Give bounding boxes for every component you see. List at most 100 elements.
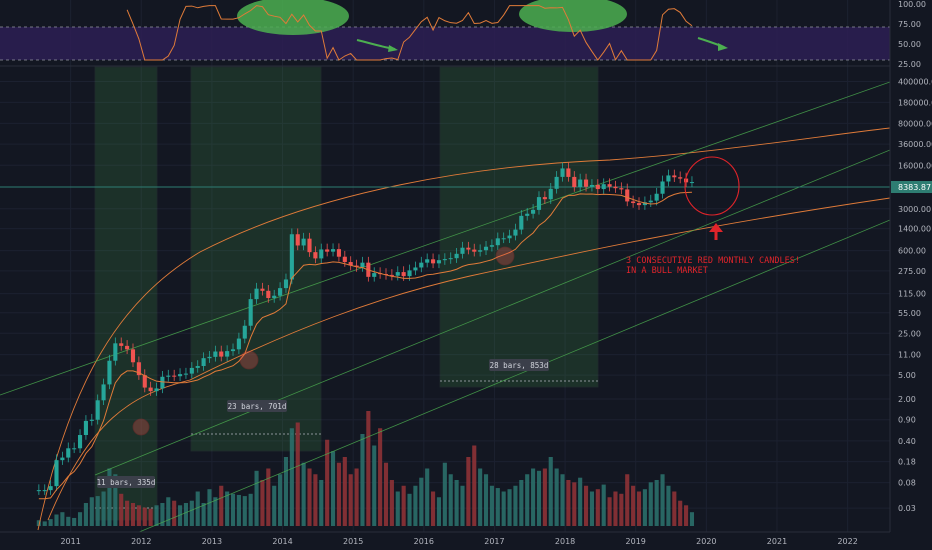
- candle-body: [301, 238, 306, 246]
- price-axis-label: 80000.00: [898, 119, 932, 128]
- price-axis-label: 180000.00: [898, 98, 932, 107]
- volume-bar: [660, 474, 665, 526]
- candle-body: [248, 299, 253, 326]
- time-axis-bg: [0, 532, 932, 550]
- volume-bar: [183, 503, 189, 526]
- price-axis-label: 0.03: [898, 504, 916, 513]
- volume-bar: [419, 477, 424, 526]
- candle-body: [72, 448, 77, 450]
- candle-body: [613, 186, 618, 189]
- trendline-lower: [119, 219, 891, 541]
- candle-body: [207, 356, 212, 359]
- candle-body: [336, 249, 341, 257]
- volume-bar: [95, 496, 100, 526]
- candle-body: [407, 270, 412, 277]
- candle-body: [130, 349, 136, 363]
- candle-body: [489, 245, 494, 247]
- price-axis-label: 115.00: [898, 290, 926, 299]
- volume-bar: [489, 485, 494, 526]
- volume-bar: [478, 468, 483, 526]
- volume-bar: [213, 497, 218, 526]
- bars-range-labels: 11 bars, 335d 23 bars, 701d 28 bars, 853…: [97, 359, 549, 488]
- candle-body: [436, 260, 442, 264]
- candle-body: [625, 189, 630, 202]
- candle-body: [42, 490, 47, 492]
- growth-curve-upper: [37, 127, 891, 531]
- volume-bar: [60, 512, 65, 526]
- volume-bar: [207, 489, 212, 526]
- volume-bar: [483, 474, 489, 526]
- volume-bar: [83, 503, 88, 526]
- volume-bar: [501, 491, 506, 526]
- bars-label-third: 28 bars, 853d: [490, 361, 549, 370]
- candle-body: [566, 168, 571, 177]
- volume-bar: [54, 514, 59, 526]
- time-axis-label: 2015: [343, 537, 363, 546]
- candle-body: [460, 247, 465, 254]
- volume-bar: [160, 503, 165, 526]
- time-axis-label: 2018: [555, 537, 575, 546]
- candle-body: [83, 420, 88, 436]
- rsi-highlight-left: [237, 0, 349, 35]
- volume-bar: [431, 491, 436, 526]
- volume-bar: [684, 505, 689, 526]
- zone-2013: [190, 66, 322, 452]
- annotation-line-2: IN A BULL MARKET: [626, 266, 708, 276]
- candle-body: [266, 290, 271, 299]
- volume-bar: [66, 516, 71, 526]
- time-axis-label: 2020: [696, 537, 716, 546]
- candle-body: [513, 229, 518, 236]
- bars-label-second: 23 bars, 701d: [228, 402, 287, 411]
- volume-bar: [636, 491, 642, 526]
- candle-body: [548, 188, 553, 200]
- volume-bar: [436, 497, 442, 526]
- price-axis[interactable]: 100.00 75.00 50.00 25.00 400000.00 180000.00…: [889, 0, 932, 532]
- volume-bar: [272, 485, 277, 526]
- candle-body: [136, 362, 141, 376]
- candle-body: [654, 193, 659, 201]
- volume-bar: [289, 428, 294, 526]
- candle-body: [313, 252, 318, 259]
- price-axis-label: 0.40: [898, 437, 916, 446]
- time-axis[interactable]: 2011 2012 2013 2014 2015 2016 2017 2018 2019 2020…: [0, 531, 932, 550]
- volume-bar: [366, 411, 371, 526]
- volume-bar: [248, 493, 253, 526]
- candle-body: [672, 175, 677, 178]
- candle-body: [660, 181, 665, 194]
- candle-body: [307, 238, 312, 253]
- volume-bar: [495, 488, 500, 526]
- price-axis-label: 3000.00: [898, 205, 931, 214]
- candle-body: [319, 249, 324, 259]
- rsi-axis-label: 75.00: [898, 20, 921, 29]
- volume-bar: [689, 512, 695, 526]
- candle-body: [572, 176, 577, 188]
- bars-label-bg-1: [97, 476, 155, 488]
- time-axis-label: 2019: [626, 537, 646, 546]
- time-axis-label: 2021: [767, 537, 787, 546]
- candle-body: [507, 235, 512, 239]
- candle-body: [48, 486, 53, 491]
- volume-bar: [260, 480, 265, 526]
- candle-body: [348, 262, 353, 266]
- candle-body: [125, 345, 130, 350]
- volume-bar: [225, 491, 230, 526]
- price-axis-label: 600.00: [898, 247, 926, 256]
- rsi-arrow-left: [356, 39, 398, 52]
- candle-body: [413, 267, 418, 271]
- time-axis-labels: 2011 2012 2013 2014 2015 2016 2017 2018 2019 2020…: [60, 537, 857, 546]
- time-axis-label: 2012: [131, 537, 151, 546]
- candle-body: [236, 338, 241, 350]
- volume-bar: [378, 428, 383, 526]
- rsi-line: [126, 5, 693, 61]
- volume-bar: [678, 500, 683, 526]
- price-axis-label: 0.08: [898, 479, 916, 488]
- volume-bar: [178, 505, 183, 526]
- volume-bar: [136, 505, 141, 526]
- volume-bar: [425, 468, 430, 526]
- rsi-axis-label: 25.00: [898, 60, 921, 69]
- candle-body: [619, 188, 624, 190]
- volume-bar: [401, 485, 406, 526]
- volume-bar: [578, 477, 583, 526]
- candle-body: [583, 179, 589, 187]
